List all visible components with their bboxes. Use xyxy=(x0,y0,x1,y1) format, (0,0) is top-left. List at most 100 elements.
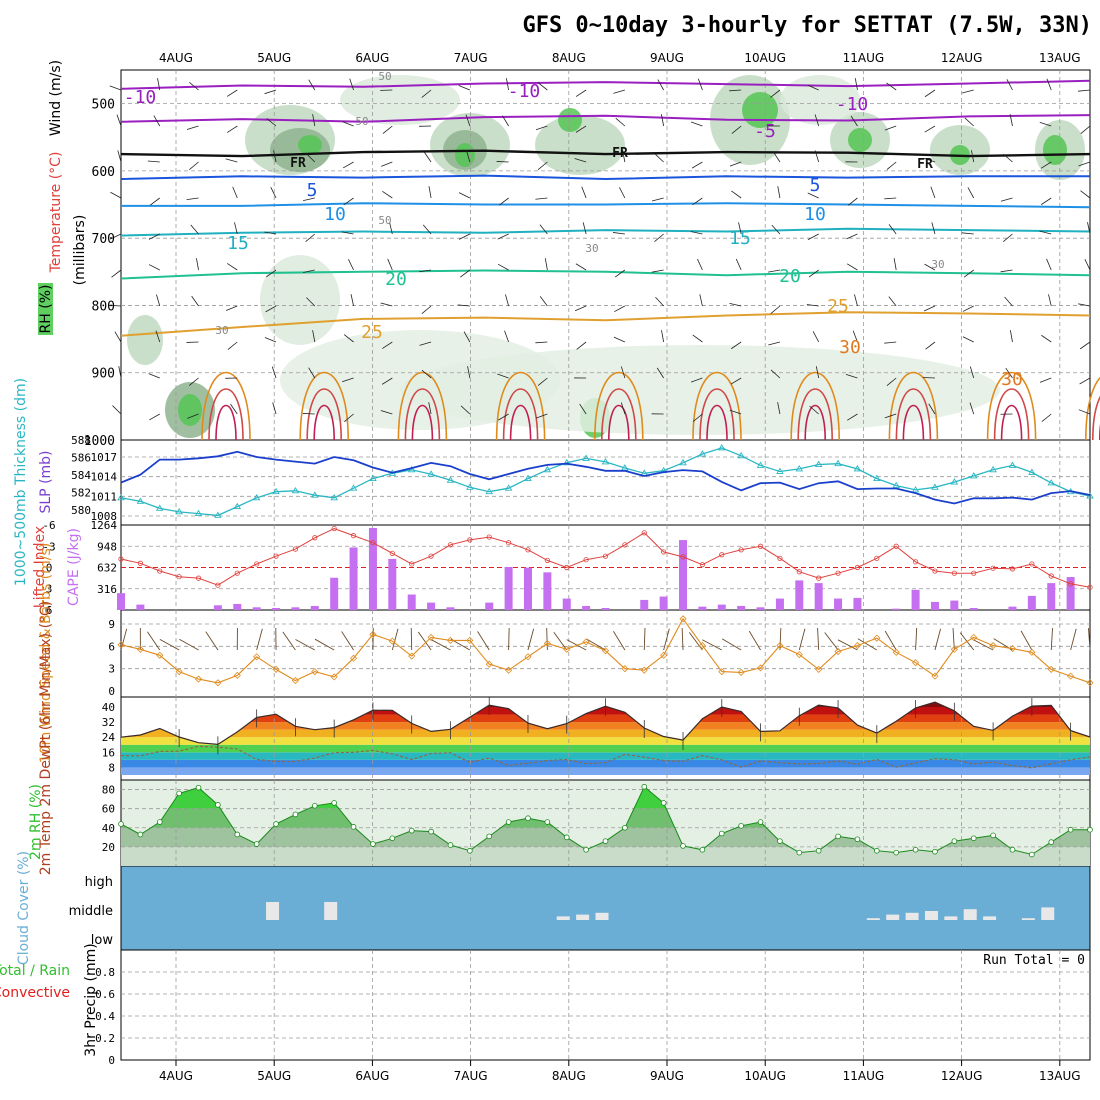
wind-tick-label: 0 xyxy=(108,685,115,698)
wind-barb xyxy=(657,79,664,91)
wind-barb-10m xyxy=(508,627,510,651)
warm-contour xyxy=(411,404,434,441)
wind-barb xyxy=(111,269,122,278)
wind-barb xyxy=(1046,258,1052,271)
isotherm-label: 10 xyxy=(324,204,346,225)
date-label-bottom: 11AUG xyxy=(843,1069,885,1083)
date-label-bottom: 12AUG xyxy=(941,1069,983,1083)
date-label-top: 4AUG xyxy=(159,51,193,65)
cape-bar xyxy=(698,606,707,610)
lifted-index-point xyxy=(971,570,977,576)
wind-barb xyxy=(502,115,509,127)
wind-barb xyxy=(1005,367,1013,379)
lifted-index-line xyxy=(120,528,1091,588)
cape-bar xyxy=(427,602,436,610)
temp-tick-label: 32 xyxy=(102,716,115,729)
wind-speed-point xyxy=(253,653,261,661)
wind-barb xyxy=(505,294,509,307)
cape-bar xyxy=(543,572,552,610)
wind-barb xyxy=(807,233,819,240)
cloud-block xyxy=(1041,907,1055,920)
lifted-index-tick-label: -3 xyxy=(42,540,55,553)
date-label-top: 11AUG xyxy=(843,51,885,65)
wind-speed-point xyxy=(388,637,396,645)
wind-barb xyxy=(155,330,161,343)
cape-bar xyxy=(775,598,784,610)
warm-contour xyxy=(306,388,342,441)
wind-barb xyxy=(343,197,354,206)
isotherm-line xyxy=(120,227,1091,237)
cape-bar xyxy=(368,527,377,610)
wind-barb xyxy=(1040,161,1052,169)
rh-point xyxy=(137,831,144,838)
wind-barb xyxy=(847,197,858,206)
wind-barb xyxy=(496,161,509,163)
isotherm-label: 50 xyxy=(378,70,391,83)
wind-barb xyxy=(1039,230,1052,235)
lifted-index-tick-label: 6 xyxy=(46,604,53,617)
wind-speed-point xyxy=(892,648,900,656)
wind-barb xyxy=(971,150,975,163)
rh-point xyxy=(815,847,822,854)
wind-barb xyxy=(924,125,936,133)
wind-barb xyxy=(156,294,161,307)
pressure-tick-label: 900 xyxy=(92,367,115,382)
wind-barb xyxy=(1087,222,1091,235)
cloud-block xyxy=(924,911,938,920)
lifted-index-point xyxy=(254,561,260,567)
rh-point xyxy=(1048,839,1055,845)
wind-speed-point xyxy=(970,633,978,641)
wind-barb xyxy=(777,186,781,199)
lifted-index-point xyxy=(176,574,182,580)
cape-bar xyxy=(349,547,358,610)
wind-barb xyxy=(458,192,471,199)
wind-speed-point xyxy=(989,642,997,650)
thickness-point xyxy=(950,478,959,485)
wind-speed-point xyxy=(756,664,765,672)
isotherm-label: -5 xyxy=(754,121,776,142)
wind-barb-10m xyxy=(553,631,568,651)
precip-label-convective: Convective xyxy=(0,985,70,1001)
lifted-index-point xyxy=(874,555,880,561)
cape-bar xyxy=(136,604,145,610)
wind-speed-point xyxy=(233,671,241,679)
thickness-point xyxy=(349,484,358,491)
wind-barb xyxy=(852,330,858,343)
thickness-point xyxy=(543,465,552,473)
warm-contour xyxy=(1092,396,1100,441)
rh-point xyxy=(486,833,493,840)
wind-barb xyxy=(730,377,742,385)
wind-speed-point xyxy=(1086,679,1094,687)
axis-label-precip: 3hr Precip (mm) xyxy=(83,943,99,1056)
lifted-index-point xyxy=(777,555,783,561)
cape-bar xyxy=(291,607,300,610)
wind-barb xyxy=(807,192,819,199)
wind-speed-point xyxy=(485,660,493,668)
wind-barb xyxy=(1080,190,1091,199)
thickness-point xyxy=(717,444,726,451)
wind-barb xyxy=(1079,377,1091,385)
rh-contour-fill xyxy=(1043,135,1067,165)
thickness-point xyxy=(931,483,939,490)
cape-bar xyxy=(737,605,746,610)
rh-contour-fill xyxy=(298,135,322,155)
wind-barb-10m xyxy=(779,628,782,651)
wind-barb xyxy=(1046,78,1052,91)
temp-band xyxy=(121,737,1090,745)
wind-barb xyxy=(109,85,122,91)
wind-barb xyxy=(814,114,820,127)
slp-tick-label: 1008 xyxy=(91,510,118,523)
isotherm-label: 50 xyxy=(378,214,391,227)
wind-barb xyxy=(117,150,122,163)
wind-speed-point xyxy=(1028,648,1036,656)
slp-line xyxy=(120,450,1091,505)
warm-contour xyxy=(902,404,925,441)
rh-point xyxy=(718,830,725,837)
thickness-point xyxy=(969,472,978,479)
wind-speed-point xyxy=(621,665,629,673)
wind-barb xyxy=(380,302,393,307)
wind-barb xyxy=(266,118,277,127)
wind-barb xyxy=(692,334,703,343)
wind-barb xyxy=(770,369,781,379)
wind-speed-point xyxy=(272,665,280,673)
